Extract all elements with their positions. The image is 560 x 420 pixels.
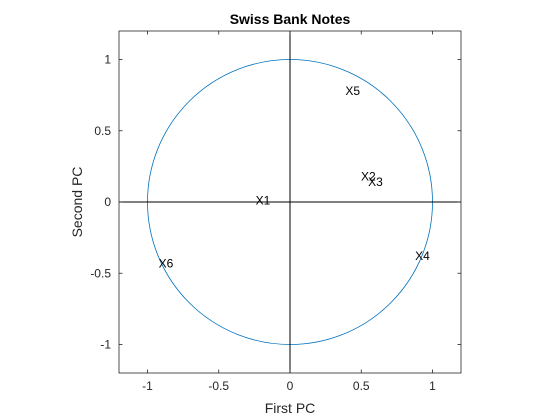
x-axis-label: First PC <box>265 400 316 416</box>
x-tick-label: -1 <box>142 379 153 393</box>
x-tick-label: 0.5 <box>353 379 370 393</box>
point-label-x3: X3 <box>368 175 383 189</box>
x-tick-label: 0 <box>287 379 294 393</box>
y-axis-label: Second PC <box>69 167 85 238</box>
y-tick-label: -0.5 <box>90 266 111 280</box>
x-tick-label: 1 <box>429 379 436 393</box>
y-tick-label: -1 <box>100 338 111 352</box>
y-tick-label: 0 <box>104 195 111 209</box>
point-label-x6: X6 <box>159 256 174 270</box>
point-label-x5: X5 <box>345 84 360 98</box>
x-tick-label: -0.5 <box>208 379 229 393</box>
y-tick-label: 1 <box>104 53 111 67</box>
point-label-x2: X2 <box>361 169 376 183</box>
ticks: -1 -0.5 0 0.5 1 -1 -0.5 0 0.5 1 <box>90 31 461 393</box>
chart-title: Swiss Bank Notes <box>230 11 351 27</box>
point-label-x1: X1 <box>256 194 271 208</box>
y-tick-label: 0.5 <box>94 124 111 138</box>
point-label-x4: X4 <box>415 249 430 263</box>
